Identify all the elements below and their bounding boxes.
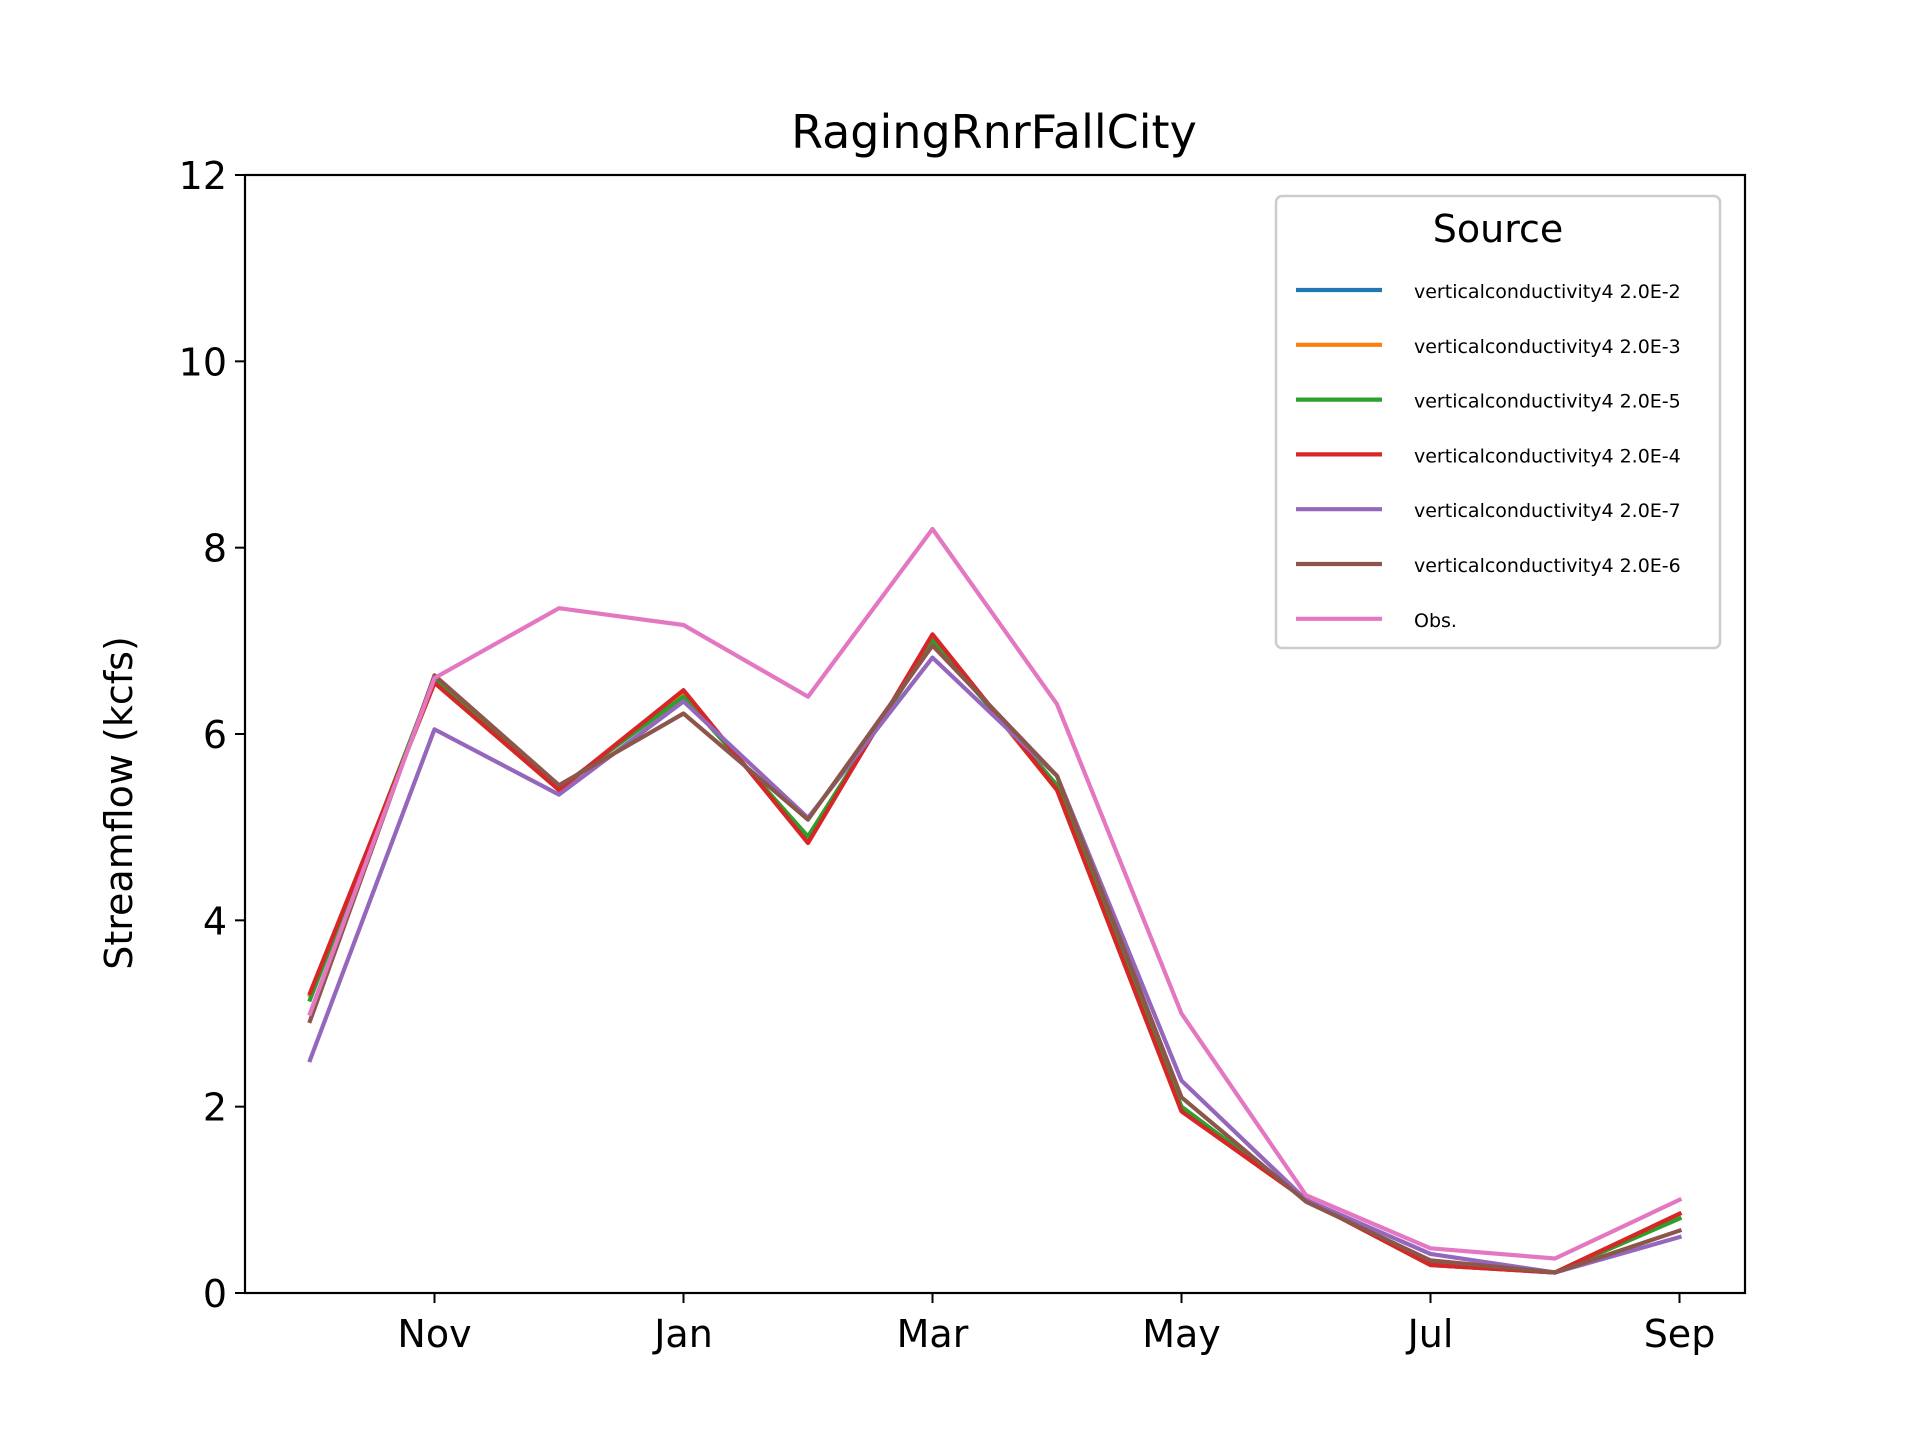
x-tick-label: May [1142,1312,1221,1356]
legend-label: verticalconductivity4 2.0E-7 [1414,500,1681,522]
y-tick-label: 10 [179,340,227,384]
y-axis-label: Streamflow (kcfs) [97,636,141,970]
y-axis-ticks: 0 2 4 6 8 10 12 [179,154,245,1316]
y-tick-label: 12 [179,154,227,198]
y-tick-label: 6 [203,713,227,757]
y-tick-label: 2 [203,1086,227,1130]
x-tick-label: Jul [1406,1312,1454,1356]
legend: Source verticalconductivity4 2.0E-2verti… [1274,194,1722,650]
legend-frame [1274,194,1722,650]
series-line-5 [307,655,1683,1275]
legend-label: verticalconductivity4 2.0E-4 [1414,445,1681,467]
legend-label: verticalconductivity4 2.0E-3 [1414,336,1681,358]
x-tick-label: Mar [897,1312,969,1356]
legend-title: Source [1433,207,1564,251]
legend-label: verticalconductivity4 2.0E-5 [1414,391,1681,413]
legend-label: verticalconductivity4 2.0E-2 [1414,281,1681,303]
chart-title: RagingRnrFallCity [791,105,1197,159]
series-line-7 [307,526,1683,1261]
x-axis-ticks: Nov Jan Mar May Jul Sep [397,1293,1715,1356]
y-tick-label: 8 [203,527,227,571]
y-tick-label: 4 [203,899,227,943]
legend-label: verticalconductivity4 2.0E-6 [1414,555,1681,577]
x-tick-label: Jan [652,1312,713,1356]
x-tick-label: Sep [1644,1312,1716,1356]
plot-frame [243,173,1747,1295]
series-lines [307,526,1683,1275]
legend-entries: verticalconductivity4 2.0E-2 verticalcond… [1296,281,1681,632]
y-tick-label: 0 [203,1272,227,1316]
series-line-6 [307,643,1683,1275]
x-tick-label: Nov [397,1312,471,1356]
legend-label: Obs. [1414,610,1457,632]
